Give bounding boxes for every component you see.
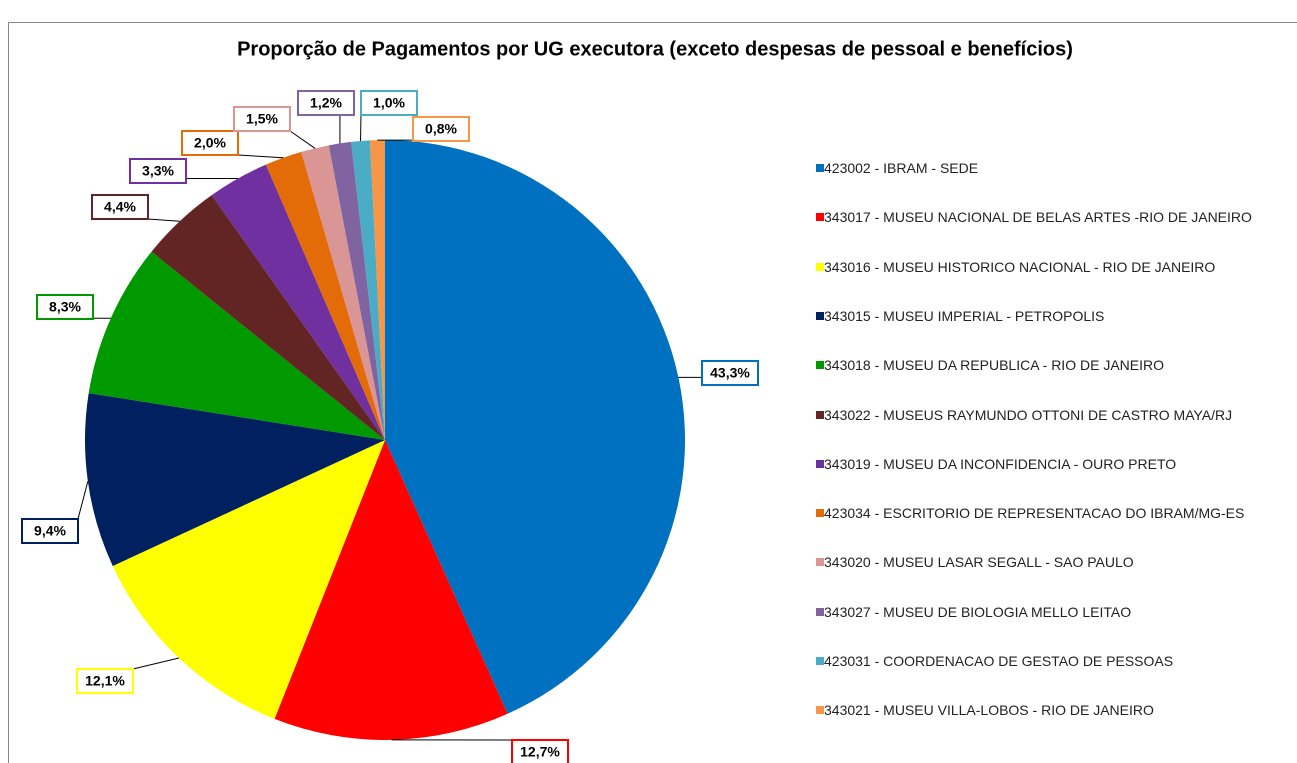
data-label-box (412, 116, 470, 142)
data-label-box (297, 90, 355, 116)
legend-swatch (816, 657, 824, 665)
legend-entry: 343018 - MUSEU DA REPUBLICA - RIO DE JAN… (816, 357, 1286, 373)
legend-entry: 423034 - ESCRITORIO DE REPRESENTACAO DO … (816, 505, 1286, 521)
legend-label: 343020 - MUSEU LASAR SEGALL - SAO PAULO (824, 554, 1134, 571)
data-label-box (181, 130, 239, 156)
legend-swatch (816, 509, 824, 518)
legend-label: 343019 - MUSEU DA INCONFIDENCIA - OURO P… (824, 455, 1177, 472)
chart-title: Proporção de Pagamentos por UG executora… (237, 38, 1073, 60)
legend-swatch (816, 607, 824, 616)
legend-label: 343016 - MUSEU HISTORICO NACIONAL - RIO … (824, 258, 1216, 275)
data-label-box (36, 294, 94, 320)
legend-entry: 343016 - MUSEU HISTORICO NACIONAL - RIO … (816, 259, 1286, 275)
data-label-box (129, 158, 187, 184)
leader-line (77, 481, 89, 520)
pie-slice (385, 140, 686, 714)
leader-line (237, 154, 284, 159)
data-label: 0,8% (425, 121, 457, 137)
data-label: 1,5% (246, 111, 278, 127)
legend-swatch (816, 706, 824, 715)
legend-entry: 343027 - MUSEU DE BIOLOGIA MELLO LEITAO (816, 604, 1286, 620)
legend-swatch (816, 262, 824, 271)
data-label-box (511, 739, 569, 763)
data-label-box (76, 668, 134, 694)
pie-slice (265, 151, 385, 440)
data-label: 2,0% (194, 135, 226, 151)
legend-swatch (816, 410, 824, 419)
leader-line (289, 130, 316, 149)
legend-entry: 343015 - MUSEU IMPERIAL - PETROPOLIS (816, 308, 1286, 324)
legend-label: 423034 - ESCRITORIO DE REPRESENTACAO DO … (824, 505, 1245, 522)
legend-swatch (816, 164, 824, 172)
legend-swatch (816, 213, 824, 222)
legend-entry: 343021 - MUSEU VILLA-LOBOS - RIO DE JANE… (816, 702, 1286, 718)
legend-entry: 423031 - COORDENACAO DE GESTAO DE PESSOA… (816, 653, 1286, 669)
data-label-box (360, 90, 418, 116)
data-label: 43,3% (710, 365, 750, 381)
data-label: 1,2% (310, 95, 342, 111)
legend-label: 343022 - MUSEUS RAYMUNDO OTTONI DE CASTR… (824, 406, 1233, 423)
pie-slice (211, 164, 385, 440)
legend-entry: 343019 - MUSEU DA INCONFIDENCIA - OURO P… (816, 456, 1286, 472)
data-label-box (21, 518, 79, 544)
legend-label: 343018 - MUSEU DA REPUBLICA - RIO DE JAN… (824, 357, 1164, 374)
legend-label: 343017 - MUSEU NACIONAL DE BELAS ARTES -… (824, 209, 1252, 226)
legend-entry: 423002 - IBRAM - SEDE (816, 160, 1286, 176)
legend-entry: 343020 - MUSEU LASAR SEGALL - SAO PAULO (816, 554, 1286, 570)
legend-label: 343021 - MUSEU VILLA-LOBOS - RIO DE JANE… (824, 702, 1154, 719)
data-label-box (233, 106, 291, 132)
legend-label: 343015 - MUSEU IMPERIAL - PETROPOLIS (824, 307, 1105, 324)
data-label: 8,3% (49, 299, 81, 315)
leader-line (147, 218, 180, 222)
legend-label: 423002 - IBRAM - SEDE (824, 160, 979, 176)
pie-slice (112, 440, 385, 719)
data-label: 12,7% (520, 744, 560, 760)
legend-swatch (816, 558, 824, 567)
data-label: 12,1% (85, 673, 125, 689)
data-label: 1,0% (373, 95, 405, 111)
legend-entry: 343022 - MUSEUS RAYMUNDO OTTONI DE CASTR… (816, 407, 1286, 423)
pie-slice (274, 440, 508, 741)
pie-slice (151, 195, 385, 440)
pie-slice (328, 141, 385, 440)
legend-swatch (816, 311, 824, 320)
data-label: 4,4% (104, 199, 136, 215)
legend-label: 423031 - COORDENACAO DE GESTAO DE PESSOA… (824, 653, 1174, 669)
data-label-box (91, 194, 149, 220)
pie-slice (351, 140, 385, 440)
pie-slice (369, 140, 385, 440)
data-label: 3,3% (142, 163, 174, 179)
leader-line (132, 657, 180, 670)
pie-slice (84, 393, 385, 567)
legend-swatch (816, 361, 824, 370)
legend-entry: 343017 - MUSEU NACIONAL DE BELAS ARTES -… (816, 209, 1286, 225)
pie-slice (301, 145, 385, 440)
legend-label: 343027 - MUSEU DE BIOLOGIA MELLO LEITAO (824, 603, 1132, 620)
legend-swatch (816, 459, 824, 468)
data-label-box (701, 360, 759, 386)
data-label: 9,4% (34, 523, 66, 539)
pie-slice (88, 251, 386, 440)
